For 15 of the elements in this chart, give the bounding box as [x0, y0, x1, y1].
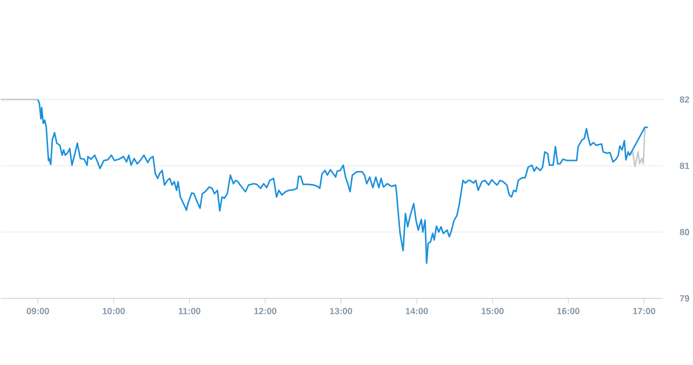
y-tick-label: 81	[680, 162, 690, 170]
x-tick-label: 13:00	[330, 308, 352, 314]
x-tick-label: 17:00	[633, 308, 656, 314]
y-tick-label: 80	[680, 229, 690, 236]
x-tick-label: 14:00	[406, 308, 428, 314]
x-tick-label: 11:00	[178, 308, 200, 314]
x-tick-label: 16:00	[557, 308, 580, 314]
y-tick-label: 82	[680, 96, 690, 103]
line-series	[37, 99, 649, 264]
y-tick-label: 79	[680, 295, 690, 302]
x-tick-label: 15:00	[482, 308, 504, 314]
x-tick-label: 09:00	[26, 308, 50, 314]
line-series	[628, 128, 646, 168]
x-tick-label: 12:00	[254, 308, 276, 314]
x-tick-label: 10:00	[102, 308, 125, 314]
